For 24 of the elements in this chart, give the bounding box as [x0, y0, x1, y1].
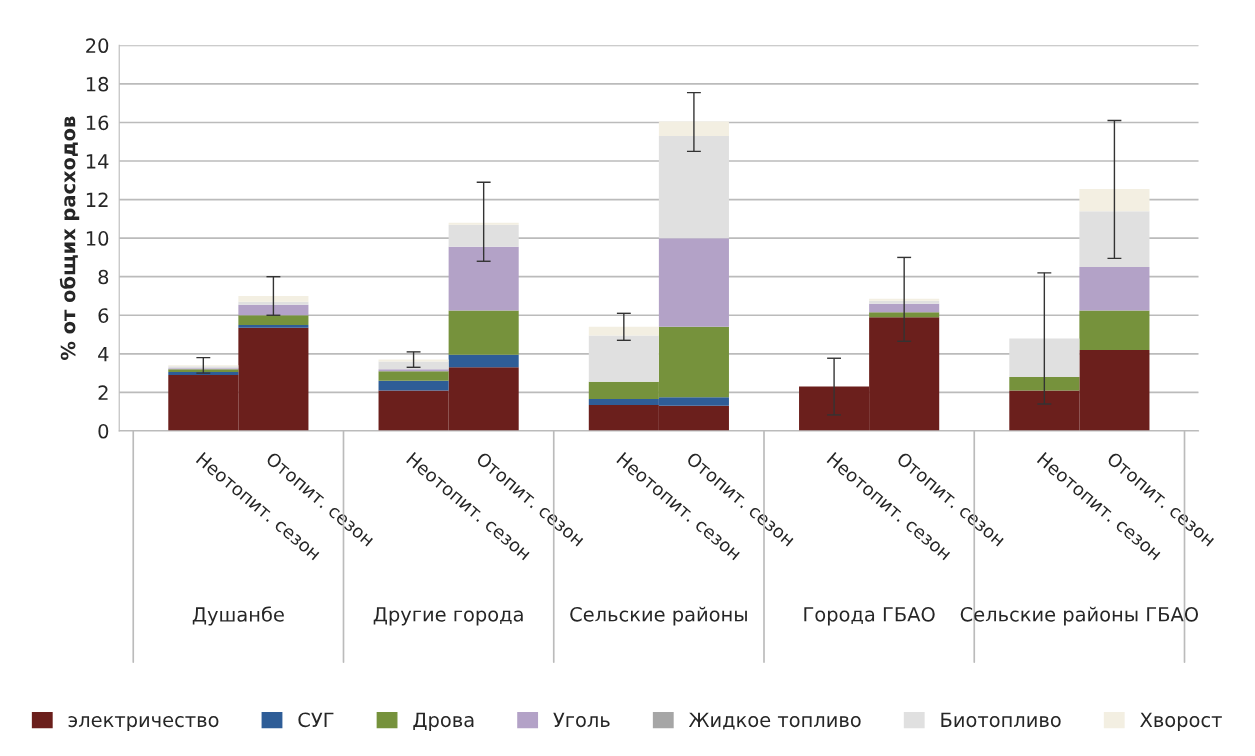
text: Города ГБАО: [804, 606, 935, 626]
y-tick-label: 8: [98, 269, 109, 285]
y-tick-label: 18: [86, 76, 109, 92]
legend-label: Жидкое топливо: [688, 712, 861, 730]
y-axis-title: % от общих расходов: [59, 116, 80, 360]
y-tick-label: 4: [98, 347, 109, 362]
y-tick-label: 10: [86, 231, 109, 246]
text: Другие города: [373, 607, 523, 626]
y-tick-label: 16: [86, 115, 109, 131]
text: Сельские районы ГБАО: [960, 606, 1199, 626]
legend-label: Биотопливо: [941, 712, 1061, 728]
legend-label: электричество: [68, 716, 219, 731]
text: Душанбе: [192, 606, 284, 626]
legend-label: Дрова: [413, 712, 474, 731]
legend-label: Хворост: [1140, 712, 1222, 731]
y-tick-label: 14: [86, 154, 109, 169]
y-tick-label: 12: [86, 192, 108, 207]
legend-label: СУГ: [298, 712, 334, 728]
text: Сельские районы: [570, 606, 747, 626]
y-tick-label: 20: [86, 38, 109, 54]
y-tick-label: 2: [98, 385, 108, 400]
y-tick-label: 0: [98, 423, 109, 439]
legend-label: Уголь: [553, 712, 610, 728]
y-tick-label: 6: [98, 308, 109, 323]
